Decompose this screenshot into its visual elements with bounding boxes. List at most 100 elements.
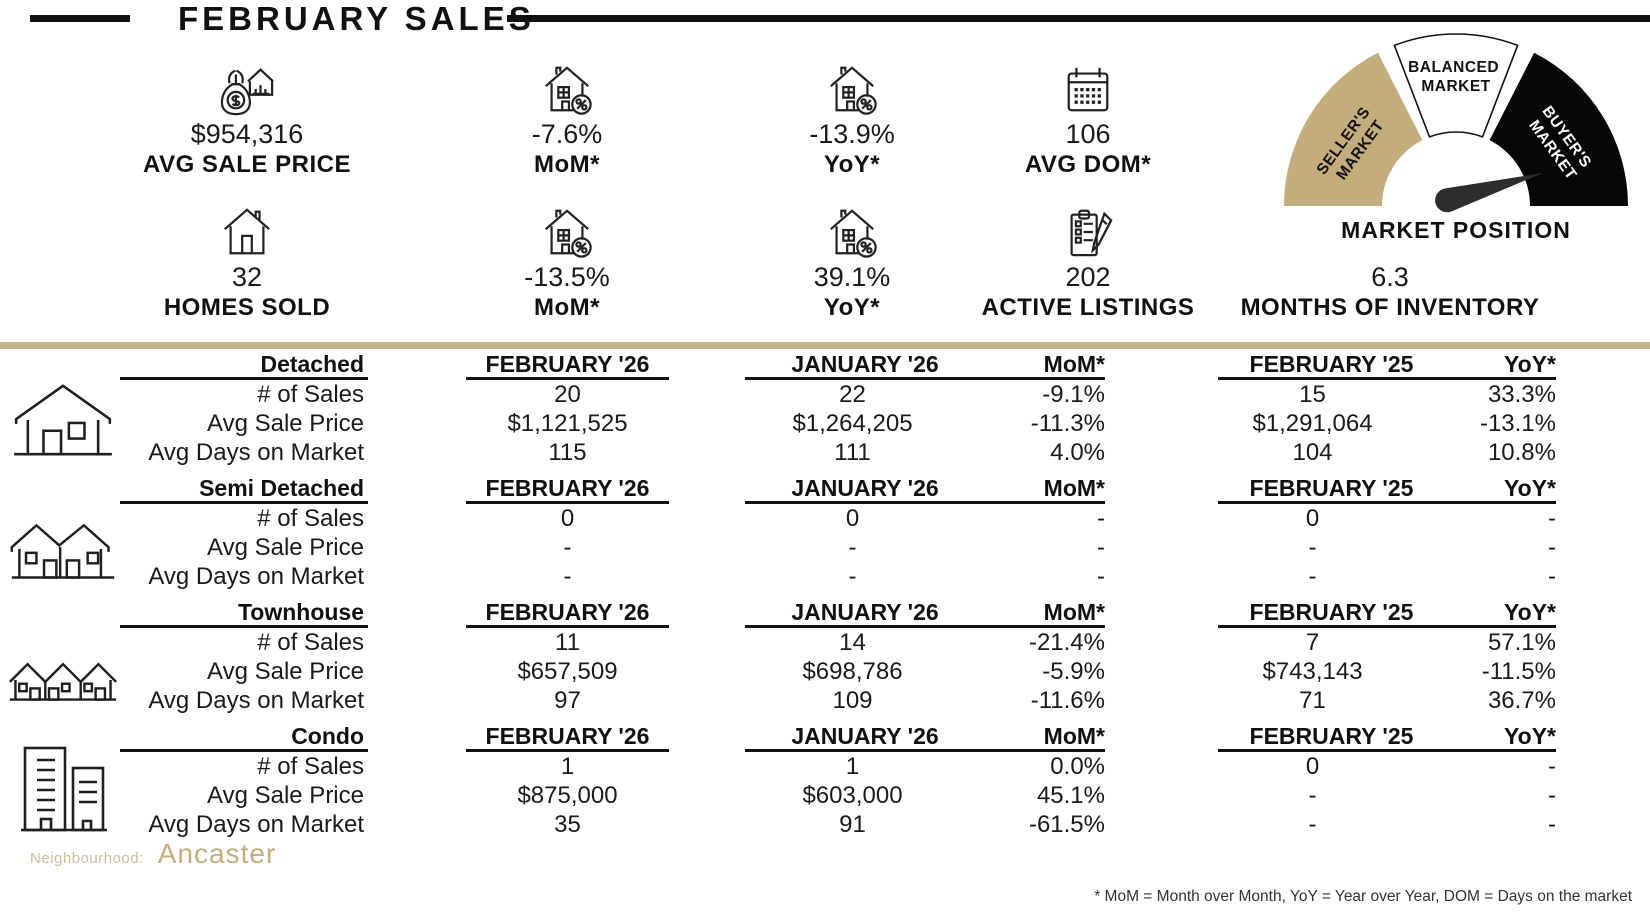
cell: -13.1% [1479, 410, 1556, 437]
header-rule-right [507, 15, 1650, 22]
category-label: Detached [120, 350, 368, 380]
cell: $875,000 [517, 782, 618, 809]
table-section-condo: Condo # of Sales Avg Sale Price Avg Days… [0, 722, 1650, 846]
column-header: YoY* [1445, 350, 1556, 380]
gauge-label-balanced: BALANCED MARKET [1408, 59, 1504, 95]
row-label: Avg Days on Market [148, 563, 364, 590]
stat-value: 106 [1065, 119, 1111, 149]
cell: $657,509 [517, 658, 618, 685]
house-icon [97, 205, 397, 259]
cell: 14 [839, 629, 866, 656]
row-label: Avg Sale Price [207, 658, 364, 685]
cell: 91 [839, 811, 866, 838]
row-label: # of Sales [257, 753, 364, 780]
cell: 7 [1305, 629, 1320, 656]
cell: 104 [1292, 439, 1333, 466]
column-header: FEBRUARY '25 [1218, 722, 1445, 752]
row-label: Avg Sale Price [207, 410, 364, 437]
cell: -21.4% [1028, 629, 1105, 656]
category-label: Condo [120, 722, 368, 752]
footnote: * MoM = Month over Month, YoY = Year ove… [1094, 888, 1632, 905]
cell: - [1548, 782, 1556, 809]
cell: 97 [554, 687, 581, 714]
cell: 4.0% [1050, 439, 1105, 466]
column-header: YoY* [1445, 474, 1556, 504]
category-label: Semi Detached [120, 474, 368, 504]
row-label: Avg Sale Price [207, 534, 364, 561]
cell: - [1308, 811, 1317, 838]
cell: 0 [1305, 753, 1320, 780]
stat-active-listings: 202 ACTIVE LISTINGS [938, 205, 1238, 323]
stat-value: 32 [231, 262, 263, 292]
gauge-segment-sellers [1284, 52, 1423, 207]
market-position-gauge: BALANCED MARKET SELLER'S MARKET BUYER'S … [1276, 28, 1636, 244]
stat-price-yoy: -13.9% YoY* [702, 62, 1002, 180]
cell: - [1548, 505, 1556, 532]
stat-value: $954,316 [190, 119, 304, 149]
cell: 36.7% [1487, 687, 1556, 714]
stat-label: YoY* [823, 151, 881, 178]
house-percent-icon [702, 62, 1002, 116]
stat-value: -13.9% [809, 119, 895, 149]
cell: - [1548, 534, 1556, 561]
cell: -11.5% [1481, 658, 1556, 685]
cell: 0 [1305, 505, 1320, 532]
semi-detached-house-icon [8, 514, 118, 586]
clipboard-pen-icon [938, 205, 1238, 259]
column-header: JANUARY '26 [745, 474, 985, 504]
cell: -11.3% [1030, 410, 1105, 437]
stat-value: 39.1% [813, 262, 891, 292]
page-title: FEBRUARY SALES [178, 0, 535, 37]
stat-sold-yoy: 39.1% YoY* [702, 205, 1002, 323]
cell: $698,786 [802, 658, 903, 685]
cell: 33.3% [1487, 381, 1556, 408]
cell: - [1097, 534, 1105, 561]
cell: $603,000 [802, 782, 903, 809]
cell: 11 [555, 629, 580, 656]
cell: 45.1% [1036, 782, 1105, 809]
cell: 20 [554, 381, 581, 408]
table-section-semi-detached: Semi Detached # of Sales Avg Sale Price … [0, 474, 1650, 598]
gauge-segment-balanced [1393, 33, 1519, 138]
detached-house-icon [8, 380, 118, 462]
stat-months-of-inventory: 6.3 MONTHS OF INVENTORY [1230, 205, 1550, 323]
house-percent-icon [417, 205, 717, 259]
row-label: Avg Days on Market [148, 439, 364, 466]
cell: $743,143 [1262, 658, 1363, 685]
column-header: YoY* [1445, 598, 1556, 628]
stat-avg-sale-price: $954,316 AVG SALE PRICE [97, 62, 397, 180]
townhouse-icon [8, 652, 118, 708]
cell: 10.8% [1487, 439, 1556, 466]
cell: $1,291,064 [1252, 410, 1373, 437]
stat-value: -7.6% [531, 119, 603, 149]
cell: - [563, 534, 572, 561]
column-header: MoM* [985, 598, 1105, 628]
cell: 57.1% [1487, 629, 1556, 656]
cell: -9.1% [1042, 381, 1105, 408]
cell: -11.6% [1030, 687, 1105, 714]
condo-buildings-icon [8, 742, 118, 838]
house-percent-icon [417, 62, 717, 116]
row-label: # of Sales [257, 505, 364, 532]
cell: - [1097, 563, 1105, 590]
cell: - [1548, 563, 1556, 590]
cell: 0.0% [1050, 753, 1105, 780]
neighbourhood-label: Neighbourhood: [30, 850, 144, 867]
money-bag-house-icon [97, 62, 397, 116]
cell: 0 [560, 505, 575, 532]
column-header: FEBRUARY '26 [466, 722, 669, 752]
neighbourhood: Neighbourhood: Ancaster [30, 838, 276, 870]
cell: $1,121,525 [507, 410, 628, 437]
cell: 0 [845, 505, 860, 532]
stat-label: ACTIVE LISTINGS [981, 294, 1195, 321]
row-label: # of Sales [257, 629, 364, 656]
stat-price-mom: -7.6% MoM* [417, 62, 717, 180]
column-header: FEBRUARY '26 [466, 474, 669, 504]
stat-avg-dom: 106 AVG DOM* [938, 62, 1238, 180]
stat-value: 202 [1065, 262, 1111, 292]
cell: - [1308, 563, 1317, 590]
category-label: Townhouse [120, 598, 368, 628]
column-header: JANUARY '26 [745, 350, 985, 380]
calendar-icon [938, 62, 1238, 116]
section-divider [0, 342, 1650, 349]
